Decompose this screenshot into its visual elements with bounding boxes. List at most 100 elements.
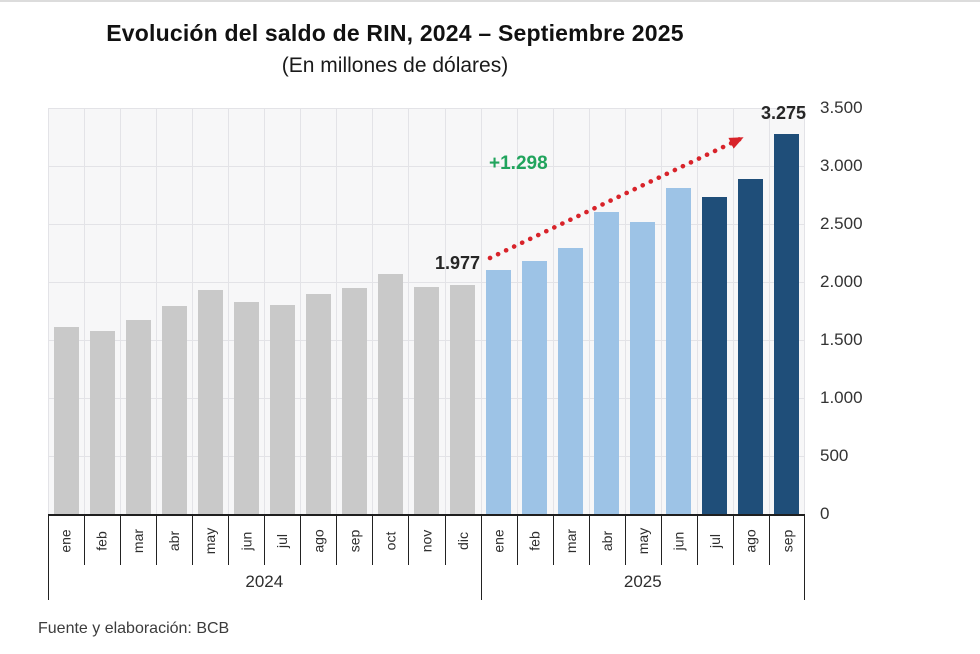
x-tick-ago-2025: ago bbox=[733, 516, 769, 565]
bar-2024-oct bbox=[378, 274, 403, 514]
plot-area: 1.977 3.275 +1.298 bbox=[48, 103, 806, 514]
v-gridline bbox=[553, 108, 554, 514]
v-gridline bbox=[697, 108, 698, 514]
y-axis: 3.500 3.000 2.500 2.000 1.500 1.000 500 0 bbox=[820, 99, 900, 533]
year-separator bbox=[481, 516, 482, 600]
x-tick-label: ene bbox=[58, 528, 75, 553]
x-tick-oct-2024: oct bbox=[372, 516, 408, 565]
x-tick-mar-2025: mar bbox=[553, 516, 589, 565]
bar-2025-jul bbox=[702, 197, 727, 514]
bar-2024-mar bbox=[126, 320, 151, 514]
source-note: Fuente y elaboración: BCB bbox=[38, 620, 230, 637]
bar-2024-nov bbox=[414, 287, 439, 514]
v-gridline bbox=[228, 108, 229, 514]
x-tick-label: oct bbox=[382, 531, 399, 550]
v-gridline bbox=[408, 108, 409, 514]
bar-2024-jul bbox=[270, 305, 295, 514]
bar-2024-ene bbox=[54, 327, 79, 514]
x-tick-label: may bbox=[202, 527, 219, 554]
y-tick-label: 2.000 bbox=[820, 272, 863, 291]
x-tick-jul-2024: jul bbox=[264, 516, 300, 565]
v-gridline bbox=[445, 108, 446, 514]
bar-2025-may bbox=[630, 222, 655, 514]
x-tick-sep-2024: sep bbox=[336, 516, 372, 565]
x-tick-ene-2024: ene bbox=[48, 516, 84, 565]
bar-2025-ago bbox=[738, 179, 763, 514]
year-label-2024: 2024 bbox=[245, 572, 284, 591]
v-gridline bbox=[192, 108, 193, 514]
month-tick bbox=[517, 516, 518, 565]
x-tick-ene-2025: ene bbox=[481, 516, 517, 565]
x-tick-feb-2024: feb bbox=[84, 516, 120, 565]
bar-2024-abr bbox=[162, 306, 187, 514]
x-tick-label: jul bbox=[274, 533, 291, 548]
v-gridline bbox=[156, 108, 157, 514]
month-tick bbox=[84, 516, 85, 565]
v-gridline bbox=[48, 108, 49, 514]
x-tick-may-2024: may bbox=[192, 516, 228, 565]
bar-2025-sep bbox=[774, 134, 799, 514]
month-tick bbox=[733, 516, 734, 565]
v-gridline bbox=[804, 108, 805, 514]
x-axis: ene feb mar abr may jun jul ago sep oct nov dic ene f… bbox=[48, 514, 805, 600]
v-gridline bbox=[661, 108, 662, 514]
bar-2025-mar bbox=[558, 248, 583, 514]
month-tick bbox=[769, 516, 770, 565]
v-gridline bbox=[625, 108, 626, 514]
top-border bbox=[0, 0, 980, 2]
month-tick bbox=[408, 516, 409, 565]
x-tick-label: feb bbox=[526, 530, 543, 551]
x-tick-dic-2024: dic bbox=[445, 516, 481, 565]
bar-2025-abr bbox=[594, 212, 619, 514]
x-tick-label: abr bbox=[598, 530, 615, 551]
start-value-label: 1.977 bbox=[434, 253, 480, 273]
v-gridline bbox=[589, 108, 590, 514]
v-gridline bbox=[733, 108, 734, 514]
month-tick bbox=[228, 516, 229, 565]
v-gridline bbox=[300, 108, 301, 514]
x-tick-label: feb bbox=[94, 530, 111, 551]
month-tick bbox=[264, 516, 265, 565]
x-tick-label: sep bbox=[778, 529, 795, 552]
year-separator bbox=[804, 516, 805, 600]
bar-2024-may bbox=[198, 290, 223, 514]
bar-2024-ago bbox=[306, 294, 331, 514]
x-tick-label: ago bbox=[742, 528, 759, 553]
v-gridline bbox=[84, 108, 85, 514]
month-tick bbox=[553, 516, 554, 565]
x-tick-feb-2025: feb bbox=[517, 516, 553, 565]
month-tick bbox=[120, 516, 121, 565]
y-tick-label: 1.000 bbox=[820, 388, 863, 407]
x-tick-label: mar bbox=[130, 528, 147, 553]
v-gridline bbox=[517, 108, 518, 514]
x-tick-abr-2024: abr bbox=[156, 516, 192, 565]
x-tick-label: jun bbox=[238, 531, 255, 550]
bar-2025-ene bbox=[486, 270, 511, 514]
h-gridline bbox=[48, 282, 805, 283]
v-gridline bbox=[336, 108, 337, 514]
month-tick bbox=[192, 516, 193, 565]
x-tick-jun-2024: jun bbox=[228, 516, 264, 565]
y-tick-label: 2.500 bbox=[820, 214, 863, 233]
y-tick-label: 500 bbox=[820, 446, 849, 465]
x-tick-may-2025: may bbox=[625, 516, 661, 565]
year-label-2025: 2025 bbox=[623, 572, 662, 591]
month-tick bbox=[300, 516, 301, 565]
month-tick bbox=[372, 516, 373, 565]
year-separator bbox=[48, 516, 49, 600]
x-tick-label: abr bbox=[166, 530, 183, 551]
month-tick bbox=[156, 516, 157, 565]
x-tick-nov-2024: nov bbox=[408, 516, 444, 565]
x-tick-jun-2025: jun bbox=[661, 516, 697, 565]
bar-2024-dic bbox=[450, 285, 475, 514]
x-tick-label: nov bbox=[418, 529, 435, 552]
x-tick-label: may bbox=[634, 527, 651, 554]
end-value-label: 3.275 bbox=[760, 103, 806, 123]
y-tick-label: 0 bbox=[820, 504, 830, 523]
x-tick-label: jun bbox=[670, 531, 687, 550]
y-tick-label: 3.000 bbox=[820, 156, 863, 175]
month-tick bbox=[661, 516, 662, 565]
bar-2024-feb bbox=[90, 331, 115, 514]
h-gridline bbox=[48, 166, 805, 167]
x-tick-label: ago bbox=[310, 528, 327, 553]
